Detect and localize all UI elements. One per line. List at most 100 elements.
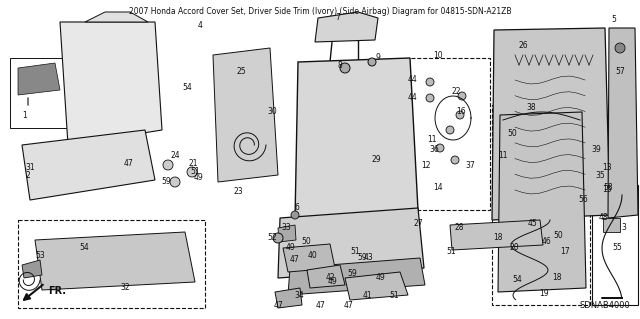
- Text: 54: 54: [512, 276, 522, 285]
- Text: 47: 47: [273, 301, 283, 310]
- Text: 26: 26: [518, 41, 528, 49]
- Text: 21: 21: [188, 159, 198, 167]
- Polygon shape: [295, 58, 418, 220]
- Circle shape: [187, 167, 197, 177]
- Circle shape: [291, 211, 299, 219]
- Text: 28: 28: [454, 224, 464, 233]
- Text: 52: 52: [267, 234, 277, 242]
- Polygon shape: [307, 265, 345, 288]
- Circle shape: [446, 126, 454, 134]
- Text: 9: 9: [376, 54, 380, 63]
- Text: 41: 41: [362, 292, 372, 300]
- Text: 6: 6: [294, 204, 300, 212]
- Polygon shape: [85, 12, 148, 22]
- Text: 5: 5: [612, 16, 616, 25]
- Text: 14: 14: [433, 183, 443, 192]
- Bar: [18, 220, 205, 308]
- Bar: [603, 218, 620, 232]
- Text: 10: 10: [433, 50, 443, 60]
- Text: 49: 49: [328, 278, 338, 286]
- Text: 30: 30: [267, 108, 277, 116]
- Circle shape: [340, 63, 350, 73]
- Text: 27: 27: [413, 219, 423, 228]
- Text: 53: 53: [35, 251, 45, 261]
- Text: 17: 17: [560, 248, 570, 256]
- Text: 4: 4: [198, 20, 202, 29]
- Text: 40: 40: [308, 250, 318, 259]
- Circle shape: [456, 111, 464, 119]
- Bar: [10, 58, 112, 128]
- Text: 42: 42: [325, 273, 335, 283]
- Text: 51: 51: [389, 291, 399, 300]
- Bar: [222, 97, 265, 103]
- Polygon shape: [35, 232, 195, 290]
- Text: 50: 50: [553, 232, 563, 241]
- Text: 48: 48: [598, 213, 608, 222]
- Text: 57: 57: [615, 68, 625, 77]
- Text: 44: 44: [408, 93, 418, 101]
- Circle shape: [368, 58, 376, 66]
- Circle shape: [451, 156, 459, 164]
- Bar: [405, 58, 490, 210]
- Circle shape: [458, 92, 466, 100]
- Polygon shape: [278, 225, 296, 242]
- Polygon shape: [283, 244, 335, 272]
- Text: 3: 3: [621, 224, 627, 233]
- Text: 46: 46: [541, 238, 551, 247]
- Text: 35: 35: [595, 170, 605, 180]
- Polygon shape: [213, 48, 278, 182]
- Text: FR.: FR.: [48, 286, 66, 296]
- Bar: [222, 108, 265, 114]
- Polygon shape: [345, 272, 408, 300]
- Bar: [612, 68, 632, 175]
- Text: 58: 58: [603, 183, 613, 192]
- Text: 16: 16: [456, 108, 466, 116]
- Text: 19: 19: [539, 290, 549, 299]
- Text: 51: 51: [190, 167, 200, 176]
- Text: 37: 37: [465, 160, 475, 169]
- Polygon shape: [18, 63, 60, 95]
- Text: 49: 49: [285, 243, 295, 253]
- Text: 34: 34: [294, 291, 304, 300]
- Circle shape: [436, 144, 444, 152]
- Text: 29: 29: [371, 155, 381, 165]
- Text: 13: 13: [602, 164, 612, 173]
- Bar: [222, 140, 265, 146]
- Text: 49: 49: [376, 273, 386, 283]
- Text: 2007 Honda Accord Cover Set, Driver Side Trim (Ivory) (Side Airbag) Diagram for : 2007 Honda Accord Cover Set, Driver Side…: [129, 7, 511, 16]
- Bar: [325, 78, 395, 185]
- Text: 44: 44: [408, 76, 418, 85]
- Text: 51: 51: [446, 248, 456, 256]
- Text: 20: 20: [509, 243, 519, 253]
- Text: 43: 43: [364, 254, 374, 263]
- Text: 38: 38: [526, 103, 536, 113]
- Text: 54: 54: [182, 84, 192, 93]
- Text: 22: 22: [451, 87, 461, 97]
- Text: 36: 36: [429, 145, 439, 154]
- Text: 50: 50: [507, 129, 517, 137]
- Bar: [222, 162, 265, 168]
- Text: 12: 12: [421, 160, 431, 169]
- Text: 7: 7: [335, 13, 340, 23]
- Polygon shape: [288, 258, 425, 295]
- Polygon shape: [60, 22, 162, 145]
- Text: 47: 47: [123, 159, 133, 167]
- Text: 18: 18: [552, 273, 562, 283]
- Text: 25: 25: [236, 68, 246, 77]
- Text: 47: 47: [290, 256, 300, 264]
- Text: 59: 59: [347, 270, 357, 278]
- Text: SDNAB4000: SDNAB4000: [580, 301, 631, 310]
- Text: 45: 45: [528, 219, 538, 228]
- Bar: [222, 76, 265, 82]
- Text: 11: 11: [428, 136, 436, 145]
- Bar: [492, 105, 590, 305]
- Text: 39: 39: [591, 145, 601, 154]
- Polygon shape: [498, 112, 586, 292]
- Text: 54: 54: [79, 243, 89, 253]
- Polygon shape: [22, 130, 155, 200]
- Bar: [592, 185, 638, 305]
- Polygon shape: [278, 208, 424, 278]
- Bar: [225, 160, 240, 172]
- Text: 33: 33: [281, 224, 291, 233]
- Text: 49: 49: [193, 174, 203, 182]
